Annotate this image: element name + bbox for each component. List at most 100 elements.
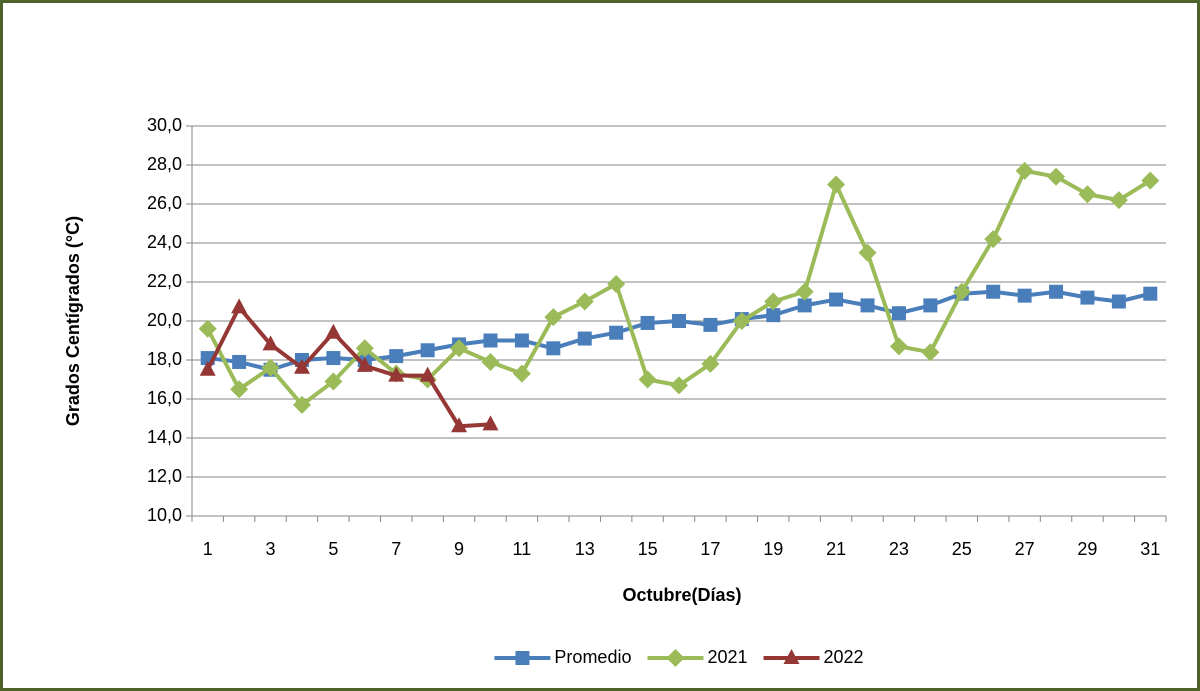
marker	[1047, 167, 1066, 186]
marker	[544, 308, 563, 327]
marker	[1049, 284, 1064, 299]
y-tick-label: 30,0	[147, 115, 182, 135]
marker	[923, 298, 938, 313]
marker	[325, 323, 342, 339]
marker	[764, 292, 783, 311]
y-tick-label: 26,0	[147, 193, 182, 213]
x-tick-label: 29	[1077, 539, 1097, 559]
y-tick-label: 24,0	[147, 232, 182, 252]
marker	[450, 339, 469, 358]
x-tick-label: 1	[203, 539, 213, 559]
marker	[1141, 171, 1160, 190]
marker	[546, 341, 561, 356]
marker	[292, 395, 311, 414]
marker	[420, 343, 435, 358]
x-tick-label: 11	[513, 539, 532, 559]
y-tick-label: 28,0	[147, 154, 182, 174]
x-tick-label: 7	[391, 539, 401, 559]
marker	[451, 417, 468, 433]
marker	[607, 274, 626, 293]
x-tick-label: 21	[826, 539, 846, 559]
x-tick-label: 3	[266, 539, 276, 559]
marker	[356, 356, 373, 372]
marker	[231, 298, 248, 314]
marker	[230, 380, 249, 399]
x-tick-label: 27	[1015, 539, 1035, 559]
marker	[797, 298, 812, 313]
marker	[638, 370, 657, 389]
legend: Promedio 2021 2022	[494, 647, 864, 667]
marker	[672, 314, 686, 328]
marker	[640, 315, 655, 330]
marker	[1109, 191, 1128, 210]
marker	[827, 175, 846, 194]
marker	[666, 649, 685, 667]
marker	[514, 333, 529, 348]
x-tick-label: 31	[1140, 539, 1160, 559]
marker	[609, 325, 624, 340]
marker	[261, 358, 280, 377]
legend-label: 2022	[824, 647, 864, 667]
marker	[889, 337, 908, 356]
marker	[829, 292, 844, 307]
marker	[515, 651, 530, 665]
x-tick-label: 19	[763, 539, 783, 559]
x-tick-label: 15	[638, 539, 658, 559]
marker	[232, 354, 247, 369]
marker	[1078, 185, 1097, 204]
marker	[262, 335, 279, 351]
y-tick-label: 18,0	[147, 349, 182, 369]
marker	[577, 331, 592, 346]
y-tick-label: 20,0	[147, 310, 182, 330]
x-tick-label: 5	[328, 539, 338, 559]
marker	[1111, 294, 1126, 309]
legend-label: 2021	[707, 647, 747, 667]
marker	[199, 360, 216, 376]
marker	[783, 649, 800, 664]
marker	[858, 243, 877, 262]
y-tick-label: 10,0	[147, 505, 182, 525]
marker	[795, 282, 814, 301]
x-tick-label: 17	[700, 539, 720, 559]
marker	[703, 317, 718, 332]
x-tick-label: 25	[952, 539, 972, 559]
legend-label: Promedio	[554, 647, 631, 667]
marker	[1015, 161, 1034, 180]
marker	[1080, 290, 1095, 305]
marker	[701, 354, 720, 373]
y-tick-label: 22,0	[147, 271, 182, 291]
marker	[419, 366, 436, 382]
y-tick-label: 12,0	[147, 466, 182, 486]
marker	[891, 306, 906, 321]
x-tick-label: 13	[575, 539, 595, 559]
y-axis-label: Grados Centígrados (°C)	[63, 216, 83, 426]
y-tick-label: 16,0	[147, 388, 182, 408]
marker	[732, 312, 751, 330]
marker	[1017, 288, 1032, 303]
marker	[921, 343, 940, 362]
x-axis-label: Octubre(Días)	[622, 585, 741, 605]
marker	[952, 282, 971, 301]
marker	[355, 339, 374, 358]
marker	[324, 372, 343, 391]
marker	[1143, 286, 1158, 301]
x-tick-label: 9	[454, 539, 464, 559]
marker	[984, 230, 1003, 249]
x-tick-label: 23	[889, 539, 909, 559]
marker	[575, 292, 594, 311]
marker	[389, 349, 404, 364]
marker	[512, 364, 531, 383]
marker	[293, 358, 310, 374]
marker	[481, 352, 500, 371]
marker	[198, 319, 217, 338]
marker	[766, 308, 781, 323]
marker	[860, 298, 875, 313]
marker	[326, 351, 341, 366]
marker	[483, 333, 498, 348]
series-line	[205, 305, 491, 429]
marker	[670, 376, 688, 395]
marker	[986, 284, 1001, 299]
marker	[482, 415, 499, 431]
